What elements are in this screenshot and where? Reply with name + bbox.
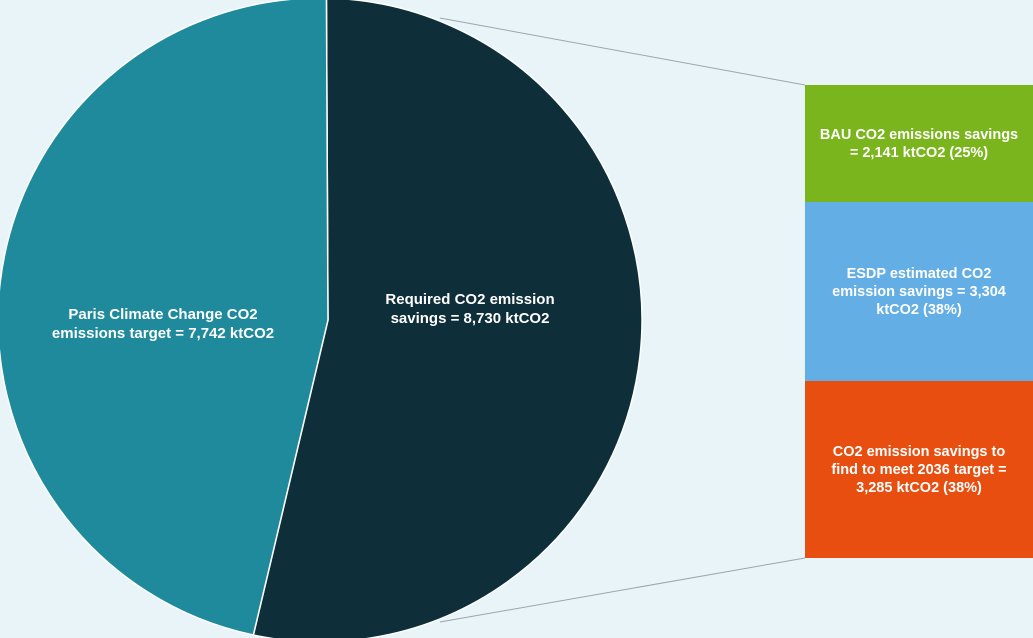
bar-label-esdp-savings: ESDP estimated CO2 emission savings = 3,… bbox=[832, 265, 1006, 318]
pie-slice-required-savings bbox=[252, 0, 643, 638]
connector-line-top bbox=[439, 17, 806, 86]
bar-segment-bau-savings: BAU CO2 emissions savings = 2,141 ktCO2 … bbox=[805, 85, 1033, 202]
slice-label-paris-target: Paris Climate Change CO2 emissions targe… bbox=[51, 306, 275, 342]
pie-slice-paris-target bbox=[0, 0, 329, 636]
connector-line-bottom bbox=[439, 557, 806, 623]
bar-label-bau-savings: BAU CO2 emissions savings = 2,141 ktCO2 … bbox=[819, 126, 1019, 161]
bar-segment-savings-to-find: CO2 emission savings to find to meet 203… bbox=[805, 381, 1033, 558]
slice-label-required-savings: Required CO2 emission savings = 8,730 kt… bbox=[385, 291, 555, 327]
bar-label-savings-to-find: CO2 emission savings to find to meet 203… bbox=[831, 443, 1007, 496]
bar-segment-esdp-savings: ESDP estimated CO2 emission savings = 3,… bbox=[805, 202, 1033, 381]
